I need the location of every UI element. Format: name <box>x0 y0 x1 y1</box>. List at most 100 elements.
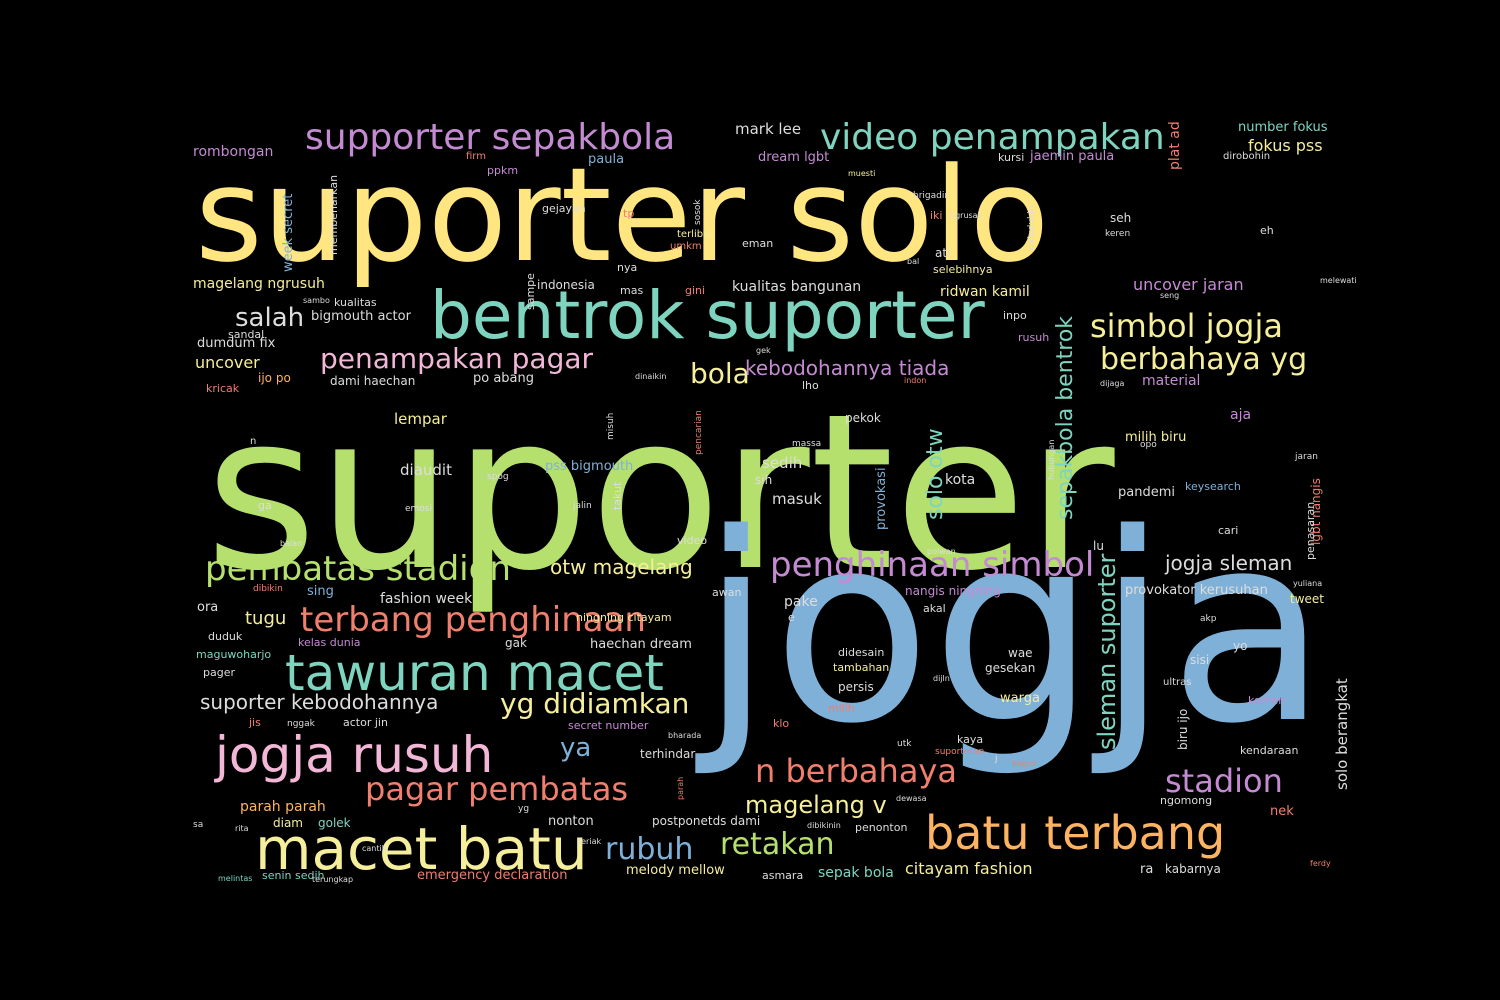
word-92: material <box>1142 373 1201 389</box>
word-14: n berbahaya <box>755 752 957 790</box>
word-144: maguwoharjo <box>196 648 272 661</box>
word-190: melintas <box>218 874 253 883</box>
word-30: solo otw <box>923 428 948 520</box>
word-171: j <box>995 754 998 764</box>
word-33: rombongan <box>193 144 274 160</box>
word-152: persis <box>838 680 874 694</box>
word-12: penghinaan simbol <box>770 545 1095 585</box>
word-105: pss bigmouth <box>545 459 634 474</box>
word-11: pembatas stadion <box>205 549 511 589</box>
word-169: suporteran <box>935 747 985 757</box>
word-9: tawuran macet <box>285 644 664 702</box>
word-26: kebodohannya tiada <box>745 356 950 380</box>
word-60: eh <box>1260 224 1274 237</box>
word-104: diaudit <box>400 461 452 479</box>
word-133: ora <box>197 600 219 615</box>
word-128: awan <box>712 586 742 599</box>
word-108: sedih <box>762 454 803 472</box>
word-17: berbahaya yg <box>1100 342 1308 377</box>
word-119: jalin <box>573 501 592 511</box>
word-99: milih biru <box>1125 430 1187 445</box>
word-143: duduk <box>208 630 243 643</box>
word-36: fokus pss <box>1248 136 1323 155</box>
word-178: sa <box>193 820 204 830</box>
word-140: haechan dream <box>590 637 692 652</box>
word-97: pekok <box>845 411 881 425</box>
word-157: solo berangkat <box>1333 678 1351 790</box>
word-49: iki <box>930 209 943 222</box>
word-192: terungkap <box>312 875 354 884</box>
word-39: dream lgbt <box>758 150 830 165</box>
word-74: sambo <box>303 296 330 305</box>
word-94: misuh <box>606 412 616 440</box>
word-83: ijo po <box>258 371 291 385</box>
word-13: pagar pembatas <box>365 770 629 808</box>
word-158: jis <box>249 716 261 729</box>
word-109: sih <box>755 473 773 487</box>
word-163: klo <box>773 717 790 730</box>
word-160: actor jin <box>343 716 388 729</box>
word-43: muesti <box>848 169 876 178</box>
word-127: ningning citayam <box>576 611 672 624</box>
word-24: ya <box>560 733 592 763</box>
word-23: bola <box>690 357 750 390</box>
word-35: number fokus <box>1238 120 1328 135</box>
word-165: bharada <box>668 731 702 740</box>
word-107: takut <box>611 481 624 510</box>
word-148: wae <box>1008 646 1033 660</box>
word-159: nggak <box>287 719 315 729</box>
word-85: dami haechan <box>330 374 416 388</box>
word-88: dinaikin <box>635 372 667 381</box>
word-180: diam <box>273 816 303 830</box>
word-53: sosok <box>693 199 703 225</box>
word-71: seng <box>1160 291 1180 300</box>
word-40: kursi <box>998 151 1025 164</box>
word-61: ati <box>935 246 951 260</box>
word-50: ngrusak <box>950 211 983 220</box>
word-121: cari <box>1218 524 1239 537</box>
word-146: didesain <box>838 646 885 659</box>
word-32: sleman suporter <box>1093 553 1121 750</box>
word-193: emergency declaration <box>417 868 568 883</box>
word-48: tp <box>623 207 635 220</box>
word-156: komen <box>1248 694 1286 707</box>
word-27: jogja sleman <box>1165 551 1293 575</box>
word-167: utk <box>897 739 912 749</box>
word-2: suporter solo <box>195 139 1050 291</box>
word-93: lempar <box>394 410 447 428</box>
word-25: magelang v <box>745 791 887 819</box>
word-3: bentrok suporter <box>430 277 985 354</box>
word-123: polwan <box>927 547 956 556</box>
word-16: simbol jogja <box>1090 307 1283 345</box>
word-66: mas <box>620 284 644 297</box>
word-141: e <box>788 611 795 624</box>
word-76: bigmouth actor <box>311 309 411 324</box>
word-125: dibikin <box>253 584 283 594</box>
word-138: kelas dunia <box>298 636 361 649</box>
word-199: kabarnya <box>1165 862 1221 876</box>
word-162: milih <box>828 702 855 715</box>
word-186: penonton <box>855 821 908 834</box>
word-68: kualitas bangunan <box>732 279 862 295</box>
word-90: indon <box>904 376 927 385</box>
word-170: kendaraan <box>1240 744 1299 757</box>
word-96: massa <box>792 439 822 449</box>
word-114: keysearch <box>1185 480 1241 493</box>
word-22: salah <box>235 303 305 333</box>
word-195: asmara <box>762 869 804 882</box>
word-130: provokator kerusuhan <box>1125 583 1268 598</box>
word-82: uncover <box>195 353 260 372</box>
word-56: eman <box>742 237 774 250</box>
word-196: sepak bola <box>818 865 894 881</box>
word-86: po abang <box>473 371 535 386</box>
word-132: tweet <box>1290 592 1324 606</box>
word-5: video penampakan <box>820 117 1165 158</box>
word-64: nya <box>617 261 638 274</box>
word-189: ferdy <box>1310 859 1331 868</box>
word-139: gak <box>505 636 527 650</box>
word-110: masuk <box>772 490 822 508</box>
word-44: dirobohin <box>1223 151 1271 162</box>
word-63: selebihnya <box>933 263 993 276</box>
word-113: pandemi <box>1118 485 1175 500</box>
